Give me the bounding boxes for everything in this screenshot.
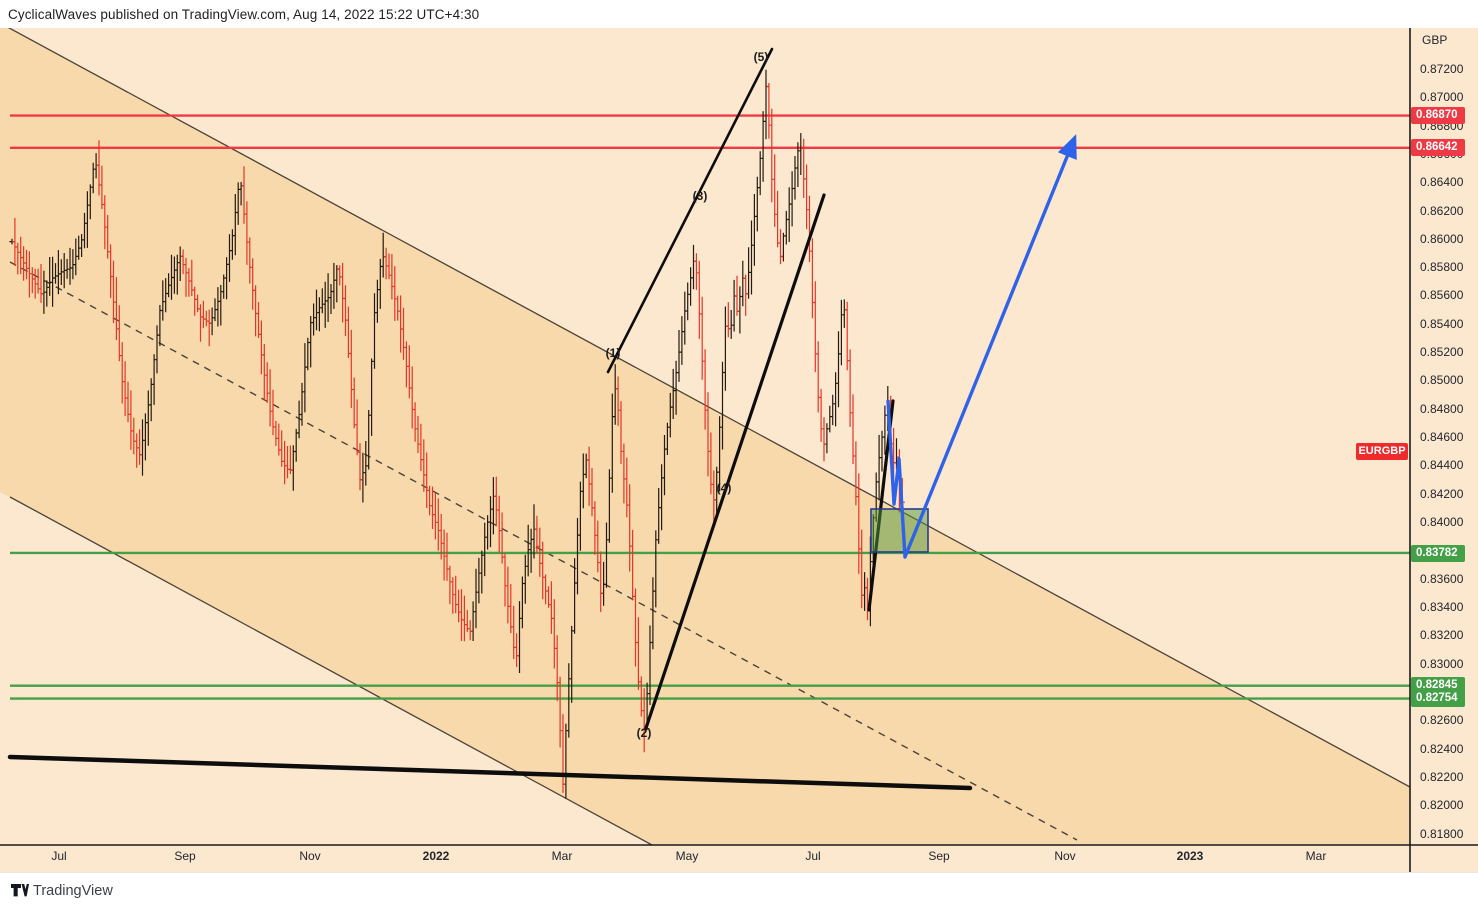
price-tick-label: 0.85400 — [1420, 316, 1464, 331]
time-tick-label: Mar — [551, 849, 573, 863]
price-tick-label: 0.84200 — [1420, 486, 1464, 501]
time-tick-label: Sep — [174, 849, 196, 863]
tradingview-logo-link[interactable]: TradingView — [10, 883, 113, 899]
resistance-price-badge: 0.86870 — [1411, 107, 1465, 124]
chart-canvas[interactable] — [0, 28, 1410, 845]
price-tick-label: 0.85000 — [1420, 373, 1464, 388]
time-tick-label: 2022 — [422, 849, 450, 863]
price-tick-label: 0.84400 — [1420, 458, 1464, 473]
price-tick-label: 0.83200 — [1420, 628, 1464, 643]
price-tick-label: 0.83000 — [1420, 656, 1464, 671]
resistance-price-badge: 0.86642 — [1411, 139, 1465, 157]
publication-title: CyclicalWaves published on TradingView.c… — [8, 6, 480, 22]
price-tick-label: 0.83600 — [1420, 571, 1464, 586]
header: CyclicalWaves published on TradingView.c… — [0, 0, 1478, 28]
wave-label-3[interactable]: (3) — [692, 189, 708, 203]
price-tick-label: 0.84000 — [1420, 515, 1464, 530]
price-tick-label: 0.83400 — [1420, 600, 1464, 615]
time-tick-label: Mar — [1305, 849, 1327, 863]
currency-label: GBP — [1422, 33, 1448, 47]
price-tick-label: 0.87200 — [1420, 61, 1464, 76]
price-tick-label: 0.82400 — [1420, 741, 1464, 756]
price-tick-label: 0.82200 — [1420, 770, 1464, 785]
time-tick-label: 2023 — [1176, 849, 1204, 863]
price-tick-label: 0.82600 — [1420, 713, 1464, 728]
price-tick-label: 0.82000 — [1420, 798, 1464, 813]
tradingview-icon — [11, 884, 29, 897]
wave-label-5[interactable]: (5) — [753, 50, 769, 64]
price-tick-label: 0.84600 — [1420, 430, 1464, 445]
time-tick-label: Jul — [805, 849, 821, 863]
price-tick-label: 0.86400 — [1420, 175, 1464, 190]
time-tick-label: Sep — [928, 849, 950, 863]
price-tick-label: 0.81800 — [1420, 826, 1464, 841]
price-tick-label: 0.87000 — [1420, 90, 1464, 105]
time-tick-label: Nov — [299, 849, 321, 863]
price-tick-label: 0.84800 — [1420, 401, 1464, 416]
footer: TradingView — [0, 872, 1478, 908]
symbol-badge: EURGBP — [1356, 442, 1408, 460]
price-tick-label: 0.86000 — [1420, 231, 1464, 246]
support-price-badge: 0.83782 — [1411, 544, 1465, 562]
time-tick-label: Jul — [51, 849, 67, 863]
support-price-badge: 0.82754 — [1411, 690, 1465, 708]
wave-label-2[interactable]: (2) — [636, 726, 652, 740]
price-tick-label: 0.86200 — [1420, 203, 1464, 218]
time-tick-label: May — [675, 849, 699, 863]
price-tick-label: 0.85200 — [1420, 345, 1464, 360]
time-tick-label: Nov — [1054, 849, 1076, 863]
price-tick-label: 0.85800 — [1420, 260, 1464, 275]
tradingview-brand-text: TradingView — [33, 882, 113, 899]
price-tick-label: 0.85600 — [1420, 288, 1464, 303]
support-price-badge: 0.82845 — [1411, 677, 1465, 695]
wave-label-1[interactable]: (1) — [605, 346, 621, 360]
wave-label-4[interactable]: (4) — [716, 481, 732, 495]
